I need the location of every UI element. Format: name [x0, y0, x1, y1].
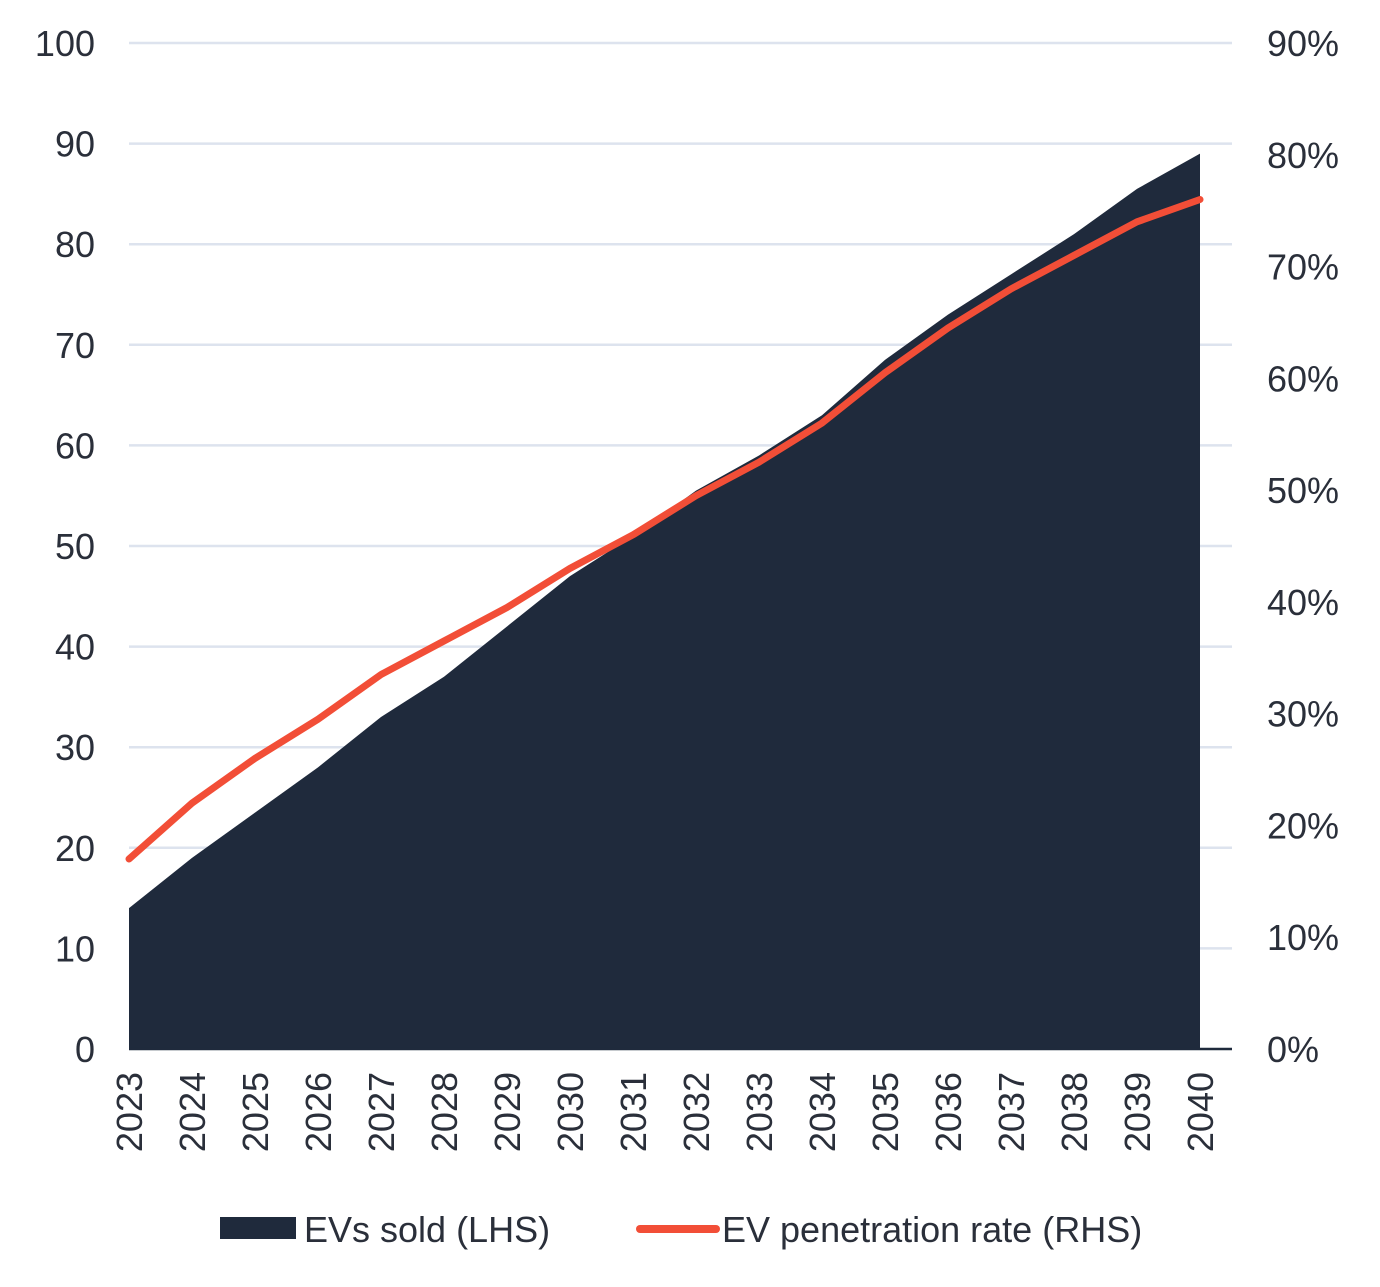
x-tick-label-2031: 2031 [613, 1072, 654, 1152]
right-tick-label-60%: 60% [1267, 358, 1339, 399]
left-tick-label-70: 70 [55, 325, 95, 366]
legend-swatch-evs-sold [220, 1217, 296, 1239]
left-tick-label-30: 30 [55, 727, 95, 768]
x-axis: 2023 2024 2025 2026 2027 2028 2029 2030 2031 2032… [109, 1072, 1221, 1152]
x-tick-label-2034: 2034 [802, 1072, 843, 1152]
x-tick-label-2023: 2023 [109, 1072, 150, 1152]
x-tick-label-2032: 2032 [676, 1072, 717, 1152]
x-tick-label-2033: 2033 [739, 1072, 780, 1152]
legend-label-ev-penetration: EV penetration rate (RHS) [722, 1209, 1142, 1250]
right-tick-label-20%: 20% [1267, 805, 1339, 846]
left-tick-label-40: 40 [55, 627, 95, 668]
right-tick-label-50%: 50% [1267, 470, 1339, 511]
x-tick-label-2026: 2026 [298, 1072, 339, 1152]
x-tick-label-2036: 2036 [928, 1072, 969, 1152]
x-tick-label-2027: 2027 [361, 1072, 402, 1152]
legend-label-evs-sold: EVs sold (LHS) [304, 1209, 550, 1250]
legend: EVs sold (LHS) EV penetration rate (RHS) [220, 1209, 1142, 1250]
right-tick-label-0%: 0% [1267, 1029, 1319, 1070]
left-tick-label-80: 80 [55, 224, 95, 265]
left-tick-label-60: 60 [55, 425, 95, 466]
right-axis: 0% 10% 20% 30% 40% 50% 60% 70% 80% 90% [1267, 23, 1339, 1070]
left-axis: 0 10 20 30 40 50 60 70 80 90 100 [35, 23, 95, 1070]
right-tick-label-80%: 80% [1267, 135, 1339, 176]
x-tick-label-2030: 2030 [550, 1072, 591, 1152]
x-tick-label-2038: 2038 [1054, 1072, 1095, 1152]
x-tick-label-2039: 2039 [1117, 1072, 1158, 1152]
series-line-ev-penetration [125, 195, 1204, 863]
right-tick-label-90%: 90% [1267, 23, 1339, 64]
left-tick-label-90: 90 [55, 124, 95, 165]
left-tick-label-10: 10 [55, 928, 95, 969]
right-tick-label-10%: 10% [1267, 917, 1339, 958]
left-tick-label-50: 50 [55, 526, 95, 567]
left-tick-label-100: 100 [35, 23, 95, 64]
x-tick-label-2035: 2035 [865, 1072, 906, 1152]
right-tick-label-70%: 70% [1267, 247, 1339, 288]
left-tick-label-20: 20 [55, 828, 95, 869]
x-tick-label-2029: 2029 [487, 1072, 528, 1152]
x-tick-label-2024: 2024 [172, 1072, 213, 1152]
x-tick-label-2037: 2037 [991, 1072, 1032, 1152]
x-tick-label-2028: 2028 [424, 1072, 465, 1152]
right-tick-label-40%: 40% [1267, 582, 1339, 623]
series-area-evs-sold [129, 153, 1200, 1049]
legend-item-ev-penetration: EV penetration rate (RHS) [636, 1209, 1142, 1250]
right-tick-label-30%: 30% [1267, 694, 1339, 735]
x-tick-label-2025: 2025 [235, 1072, 276, 1152]
x-tick-label-2040: 2040 [1180, 1072, 1221, 1152]
legend-item-evs-sold: EVs sold (LHS) [220, 1209, 550, 1250]
left-tick-label-0: 0 [75, 1029, 95, 1070]
